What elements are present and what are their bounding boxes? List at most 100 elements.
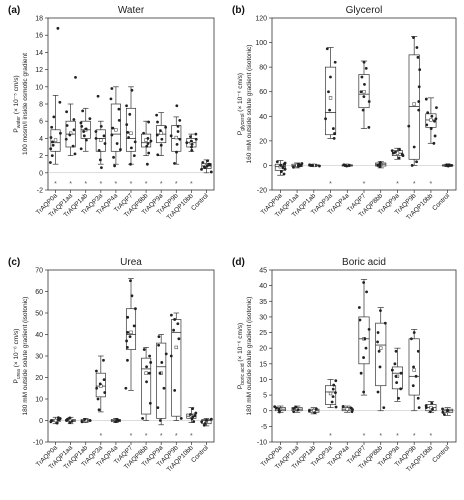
data-point xyxy=(410,164,414,167)
data-point xyxy=(429,127,433,130)
box-TrAQP9b: * xyxy=(169,104,182,188)
y-axis-label-units: (× 10⁻⁶ cm/s) xyxy=(237,323,244,364)
data-point xyxy=(450,164,454,167)
box-mean xyxy=(174,345,178,350)
data-point xyxy=(325,47,329,51)
data-point xyxy=(134,307,137,311)
data-point xyxy=(126,330,130,334)
data-point xyxy=(399,371,403,375)
y-tick-label: 4 xyxy=(39,136,43,143)
data-point xyxy=(130,294,134,298)
box-TrAQP7: * xyxy=(125,86,137,188)
data-point xyxy=(441,410,445,414)
box-Control xyxy=(200,159,213,174)
box-mean xyxy=(379,346,383,350)
box-TrAQP4a: * xyxy=(109,86,122,188)
data-point xyxy=(367,100,371,103)
panel-title: Water xyxy=(118,5,145,16)
data-point xyxy=(96,94,100,98)
box-TrAQP3a: * xyxy=(94,94,107,188)
data-point xyxy=(349,406,353,410)
data-point xyxy=(390,368,394,372)
y-tick-label: 16 xyxy=(35,33,43,40)
box-TrAQP3a: * xyxy=(95,355,107,440)
data-point xyxy=(160,361,164,364)
data-point xyxy=(169,354,173,358)
box-mean xyxy=(53,418,58,423)
data-point xyxy=(128,335,132,339)
panel-2: (b) Glycerol -20 0 20 40 60 80 100 120 Pglycerol (… xyxy=(232,5,457,222)
data-point xyxy=(97,149,101,152)
data-point xyxy=(415,160,418,164)
data-point xyxy=(378,365,382,369)
y-tick-label: 10 xyxy=(35,84,43,91)
data-point xyxy=(410,337,413,341)
significance-marker: * xyxy=(379,433,382,440)
data-point xyxy=(126,315,130,319)
data-point xyxy=(315,407,318,411)
data-point xyxy=(417,406,421,409)
data-point xyxy=(99,124,103,128)
data-point xyxy=(102,358,105,362)
data-point xyxy=(125,346,129,349)
y-tick-label: 30 xyxy=(259,314,267,321)
data-point xyxy=(147,120,151,124)
data-point xyxy=(416,349,420,353)
box-TrAQP1aa xyxy=(291,162,304,169)
x-category-label: Control xyxy=(431,192,451,212)
data-point xyxy=(277,407,281,411)
y-tick-label: 14 xyxy=(35,50,43,57)
box-TrAQP4a xyxy=(341,404,354,414)
data-point xyxy=(334,405,338,409)
data-point xyxy=(417,85,421,89)
data-point xyxy=(331,387,335,391)
data-point xyxy=(145,365,148,369)
data-point xyxy=(74,75,77,79)
data-point xyxy=(209,170,213,174)
box-TrAQP10bb: * xyxy=(424,400,437,440)
box-TrAQP1aa xyxy=(291,405,303,414)
data-point xyxy=(424,97,428,101)
data-point xyxy=(119,148,122,151)
data-point xyxy=(417,108,421,112)
box-TrAQP8bb: * xyxy=(141,120,153,188)
box-mean xyxy=(174,135,178,140)
box-TrAQP1ab xyxy=(308,163,321,168)
box-TrAQP1ab xyxy=(308,407,320,415)
data-point xyxy=(129,279,132,283)
data-point xyxy=(72,118,76,121)
y-tick-label: -5 xyxy=(261,424,267,431)
data-point xyxy=(206,159,210,163)
y-axis-label-symbol: P xyxy=(13,128,20,132)
data-point xyxy=(203,422,207,425)
y-tick-label: 80 xyxy=(259,65,267,72)
data-point xyxy=(59,131,62,135)
data-point xyxy=(158,371,162,375)
significance-marker: * xyxy=(329,181,332,188)
data-point xyxy=(115,142,119,145)
data-point xyxy=(50,419,53,422)
data-point xyxy=(147,371,151,375)
data-point xyxy=(383,321,387,325)
x-category-label: Control xyxy=(190,192,210,212)
data-point xyxy=(379,309,382,313)
data-point xyxy=(128,112,132,116)
data-point xyxy=(66,417,69,421)
data-point xyxy=(275,160,279,164)
data-point xyxy=(382,406,386,409)
significance-marker: * xyxy=(54,181,57,188)
data-point xyxy=(145,162,149,166)
data-point xyxy=(155,113,159,117)
data-point xyxy=(175,143,179,146)
box-TrAQP9b: * xyxy=(408,329,421,440)
panel-title: Boric acid xyxy=(342,257,386,268)
data-point xyxy=(376,390,380,394)
data-point xyxy=(362,60,366,64)
y-tick-label: 12 xyxy=(35,67,43,74)
data-point xyxy=(126,358,129,362)
data-point xyxy=(65,110,68,114)
data-point xyxy=(125,104,128,108)
data-point xyxy=(308,163,312,167)
data-point xyxy=(330,400,334,404)
data-point xyxy=(362,281,366,284)
